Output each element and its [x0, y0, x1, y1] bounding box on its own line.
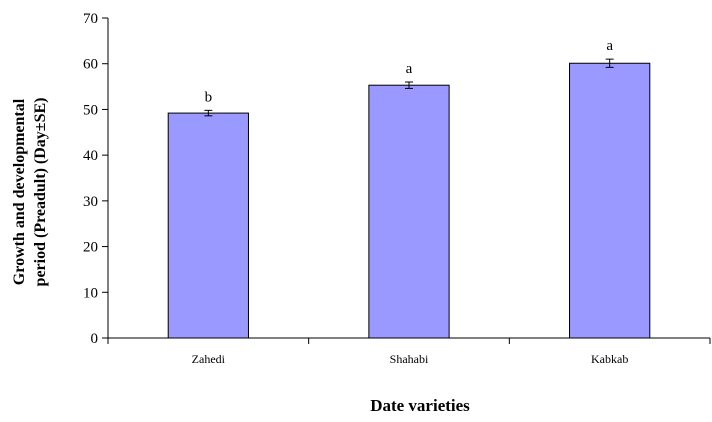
- y-tick-label: 70: [83, 11, 98, 27]
- x-axis-title: Date varieties: [370, 396, 470, 415]
- x-category-label: Kabkab: [591, 352, 628, 366]
- y-axis-title-line-2: period (Preadult) (Day±SE): [32, 98, 49, 287]
- y-tick-label: 20: [83, 240, 98, 256]
- y-tick-label: 60: [83, 57, 98, 73]
- significance-letter: b: [205, 89, 213, 105]
- bars: b a a: [167, 38, 651, 339]
- significance-letter: a: [406, 61, 413, 77]
- bar: [167, 112, 249, 339]
- y-axis-title-line-1: Growth and developmental: [11, 98, 28, 285]
- y-axis: 0 10 20 30 40 50 60 70: [83, 11, 109, 347]
- x-axis: Zahedi Shahabi Kabkab: [107, 337, 711, 366]
- y-tick-label: 0: [91, 331, 99, 347]
- bar: [368, 84, 450, 339]
- x-category-label: Shahabi: [390, 352, 429, 366]
- y-axis-title: Growth and developmental period (Preadul…: [11, 98, 49, 287]
- y-tick-label: 50: [83, 102, 98, 118]
- significance-letter: a: [606, 38, 613, 54]
- y-tick-label: 10: [83, 285, 98, 301]
- bar: [569, 62, 651, 339]
- y-tick-label: 40: [83, 148, 98, 164]
- y-tick-label: 30: [83, 194, 98, 210]
- x-category-label: Zahedi: [192, 352, 226, 366]
